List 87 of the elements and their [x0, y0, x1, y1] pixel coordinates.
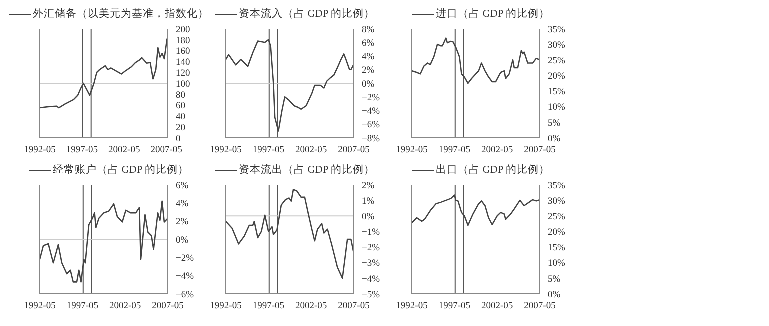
- y-tick-label: 35%: [548, 181, 566, 192]
- y-tick-label: 140: [176, 58, 190, 68]
- x-tick-label: 2007-05: [338, 302, 370, 312]
- x-tick-label: 1992-05: [396, 146, 428, 156]
- x-tick-label: 2002-05: [481, 146, 514, 156]
- x-tick-label: 2007-05: [524, 302, 556, 312]
- y-tick-label: 15%: [548, 88, 566, 98]
- x-tick-label: 2007-05: [152, 302, 184, 312]
- legend-label: 资本流出（占 GDP 的比例）: [238, 163, 375, 177]
- line-series: [226, 189, 354, 280]
- x-tick-label: 2007-05: [150, 146, 183, 156]
- y-tick-label: 0%: [362, 212, 375, 223]
- y-tick-label: 4%: [362, 52, 375, 63]
- y-tick-label: −4%: [176, 272, 194, 282]
- y-tick-label: 30%: [548, 196, 566, 207]
- y-tick-label: 5%: [548, 118, 561, 129]
- y-tick-label: −2%: [362, 93, 380, 104]
- y-tick-label: 6%: [362, 38, 375, 49]
- x-tick-label: 1997-05: [438, 146, 471, 156]
- y-tick-label: 100: [176, 80, 190, 90]
- line-series: [412, 194, 540, 226]
- y-tick-label: 2%: [176, 218, 189, 228]
- legend-label: 出口（占 GDP 的比例）: [435, 163, 550, 177]
- legend-label: 进口（占 GDP 的比例）: [435, 7, 550, 21]
- x-tick-label: 2007-05: [338, 146, 370, 156]
- y-tick-label: 60: [176, 102, 186, 112]
- y-tick-label: 80: [176, 90, 186, 101]
- x-tick-label: 1997-05: [252, 302, 285, 312]
- x-tick-label: 1992-05: [396, 302, 428, 312]
- y-tick-label: 6%: [176, 181, 189, 192]
- y-tick-label: −6%: [362, 120, 380, 131]
- line-series: [412, 38, 540, 84]
- y-tick-label: −6%: [176, 290, 194, 300]
- x-tick-label: 2002-05: [481, 302, 514, 312]
- y-tick-label: 20%: [548, 72, 566, 82]
- y-tick-label: −8%: [362, 134, 380, 144]
- x-tick-label: 1992-05: [24, 302, 56, 312]
- y-tick-label: 0%: [362, 80, 375, 90]
- x-tick-label: 1997-05: [438, 302, 471, 312]
- y-tick-label: −2%: [176, 254, 194, 264]
- y-tick-label: 30%: [548, 40, 566, 51]
- y-tick-label: −5%: [362, 290, 380, 300]
- y-tick-label: 1%: [362, 196, 375, 207]
- line-series: [40, 38, 168, 109]
- x-tick-label: 1997-05: [66, 302, 99, 312]
- legend-label: 外汇储备（以美元为基准，指数化）: [32, 7, 209, 21]
- legend-label: 资本流入（占 GDP 的比例）: [238, 7, 375, 21]
- y-tick-label: 20%: [548, 228, 566, 238]
- y-tick-label: 160: [176, 47, 190, 58]
- y-tick-label: 10%: [548, 103, 566, 114]
- y-tick-label: −4%: [362, 274, 380, 285]
- y-tick-label: 2%: [362, 66, 375, 76]
- y-tick-label: 10%: [548, 259, 566, 270]
- x-tick-label: 1997-05: [252, 146, 285, 156]
- y-tick-label: −4%: [362, 107, 380, 118]
- x-tick-label: 1992-05: [210, 302, 242, 312]
- y-tick-label: 5%: [548, 274, 561, 285]
- y-tick-label: 8%: [362, 25, 375, 36]
- y-tick-label: 25%: [548, 56, 566, 67]
- y-tick-label: 180: [176, 36, 190, 46]
- x-tick-label: 2002-05: [108, 146, 140, 156]
- y-tick-label: −1%: [362, 228, 380, 238]
- y-tick-label: 120: [176, 68, 190, 79]
- y-tick-label: 20: [176, 123, 186, 134]
- line-series: [226, 39, 354, 132]
- y-tick-label: 35%: [548, 25, 566, 36]
- y-tick-label: 0%: [548, 134, 561, 144]
- y-tick-label: −2%: [362, 244, 380, 254]
- x-tick-label: 1992-05: [210, 146, 242, 156]
- x-tick-label: 1997-05: [66, 146, 98, 156]
- y-tick-label: 2%: [362, 181, 375, 192]
- x-tick-label: 2002-05: [295, 146, 328, 156]
- y-tick-label: 25%: [548, 212, 566, 223]
- x-tick-label: 2007-05: [524, 146, 556, 156]
- x-tick-label: 2002-05: [109, 302, 142, 312]
- legend-label: 经常账户（占 GDP 的比例）: [52, 163, 189, 177]
- y-tick-label: −3%: [362, 259, 380, 270]
- y-tick-label: 4%: [176, 200, 189, 210]
- x-tick-label: 1992-05: [24, 146, 56, 156]
- x-tick-label: 2002-05: [295, 302, 328, 312]
- y-tick-label: 15%: [548, 244, 566, 254]
- y-tick-label: 0%: [176, 236, 189, 246]
- y-tick-label: 0%: [548, 290, 561, 300]
- y-tick-label: 40: [176, 112, 186, 123]
- y-tick-label: 200: [176, 25, 190, 36]
- y-tick-label: 0: [176, 134, 181, 144]
- line-series: [40, 200, 168, 283]
